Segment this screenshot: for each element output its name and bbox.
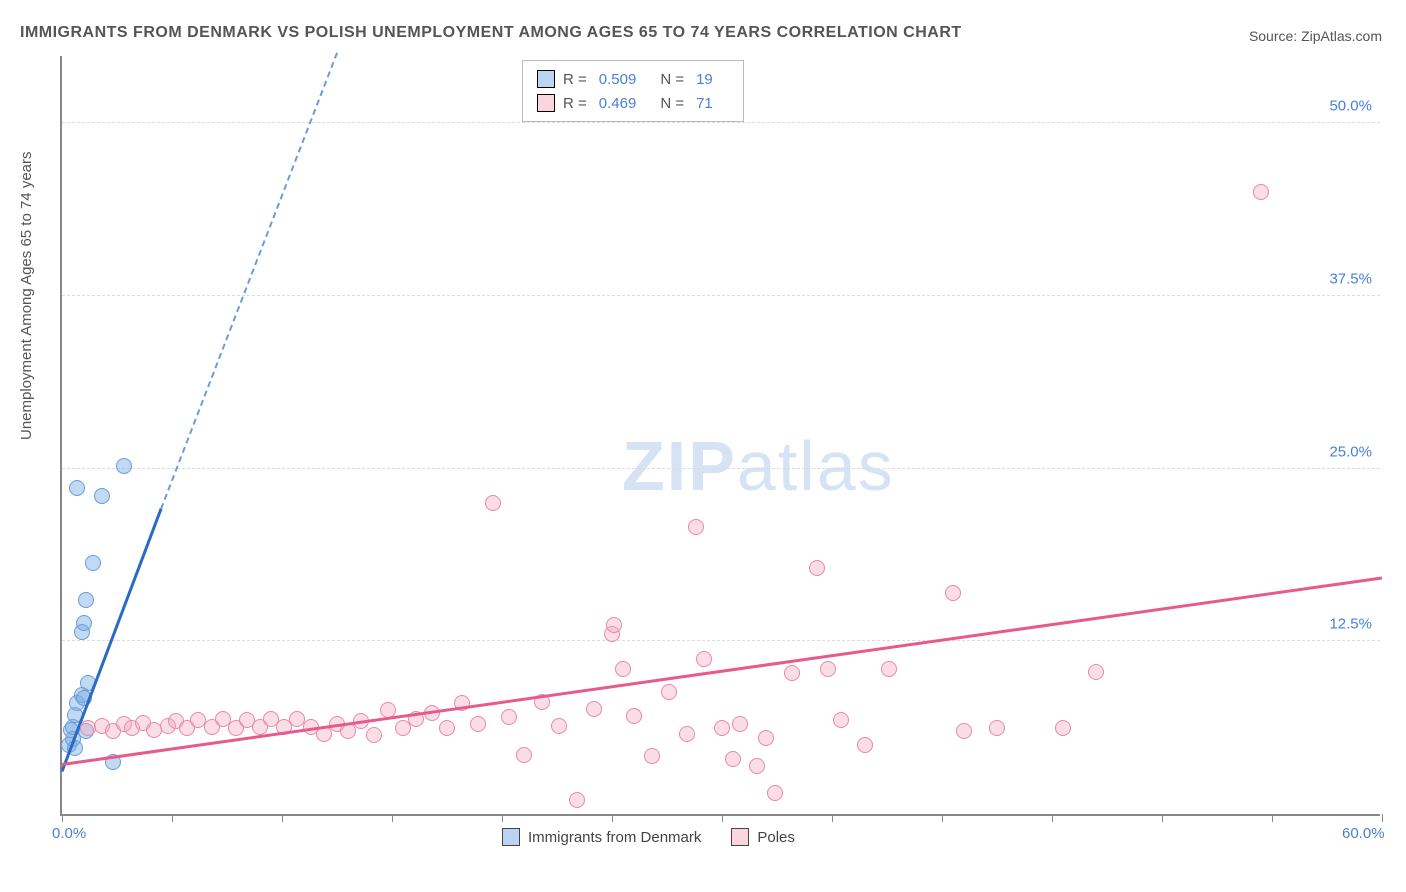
correlation-legend: R = 0.509 N = 19 R = 0.469 N = 71 [522, 60, 744, 122]
point-poles [679, 726, 695, 742]
x-tick [1052, 814, 1053, 822]
point-poles [784, 665, 800, 681]
swatch-blue-icon [537, 70, 555, 88]
point-poles [749, 758, 765, 774]
watermark-atlas: atlas [737, 427, 895, 505]
x-tick-label: 0.0% [52, 825, 86, 842]
point-poles [615, 661, 631, 677]
chart-plot-area: ZIPatlas R = 0.509 N = 19 R = 0.469 N = … [60, 56, 1380, 816]
watermark-text: ZIPatlas [622, 426, 895, 506]
swatch-pink-icon [537, 94, 555, 112]
source-label: Source: ZipAtlas.com [1249, 28, 1382, 44]
point-poles [945, 585, 961, 601]
y-tick-label: 12.5% [1329, 616, 1372, 633]
x-tick [282, 814, 283, 822]
x-tick-label: 60.0% [1342, 825, 1385, 842]
point-poles [833, 712, 849, 728]
point-poles [758, 730, 774, 746]
point-poles [956, 723, 972, 739]
x-tick [722, 814, 723, 822]
legend-row-denmark: R = 0.509 N = 19 [537, 67, 729, 91]
x-tick [942, 814, 943, 822]
x-tick [172, 814, 173, 822]
legend-row-poles: R = 0.469 N = 71 [537, 91, 729, 115]
point-denmark [94, 488, 110, 504]
legend-item-denmark: Immigrants from Denmark [502, 828, 701, 846]
point-poles [551, 718, 567, 734]
point-poles [516, 747, 532, 763]
x-tick [392, 814, 393, 822]
point-poles [696, 651, 712, 667]
gridline-h [62, 295, 1380, 296]
gridline-h [62, 468, 1380, 469]
point-poles [501, 709, 517, 725]
point-poles [725, 751, 741, 767]
legend-label-denmark: Immigrants from Denmark [528, 829, 701, 846]
x-tick [62, 814, 63, 822]
point-denmark [69, 480, 85, 496]
point-poles [485, 495, 501, 511]
chart-title: IMMIGRANTS FROM DENMARK VS POLISH UNEMPL… [20, 24, 962, 42]
point-poles [470, 716, 486, 732]
n-value-poles: 71 [696, 95, 713, 112]
gridline-h [62, 122, 1380, 123]
series-legend: Immigrants from Denmark Poles [502, 828, 795, 846]
point-poles [569, 792, 585, 808]
point-poles [606, 617, 622, 633]
point-poles [586, 701, 602, 717]
point-poles [732, 716, 748, 732]
point-poles [881, 661, 897, 677]
point-poles [366, 727, 382, 743]
n-label: N = [660, 71, 684, 88]
x-tick [1382, 814, 1383, 822]
r-value-poles: 0.469 [599, 95, 637, 112]
point-denmark [78, 592, 94, 608]
point-denmark [76, 615, 92, 631]
n-label: N = [660, 95, 684, 112]
y-tick-label: 50.0% [1329, 98, 1372, 115]
r-value-denmark: 0.509 [599, 71, 637, 88]
point-denmark [85, 555, 101, 571]
point-poles [714, 720, 730, 736]
point-denmark [116, 458, 132, 474]
point-poles [809, 560, 825, 576]
y-tick-label: 25.0% [1329, 443, 1372, 460]
point-poles [688, 519, 704, 535]
gridline-h [62, 640, 1380, 641]
x-tick [612, 814, 613, 822]
x-tick [832, 814, 833, 822]
point-poles [439, 720, 455, 736]
r-label: R = [563, 71, 587, 88]
point-poles [661, 684, 677, 700]
watermark-zip: ZIP [622, 427, 737, 505]
point-poles [644, 748, 660, 764]
trendline-poles [62, 576, 1382, 766]
x-tick [502, 814, 503, 822]
x-tick [1162, 814, 1163, 822]
legend-label-poles: Poles [757, 829, 795, 846]
x-tick [1272, 814, 1273, 822]
point-poles [767, 785, 783, 801]
y-axis-label: Unemployment Among Ages 65 to 74 years [18, 151, 35, 440]
point-poles [626, 708, 642, 724]
point-poles [820, 661, 836, 677]
y-tick-label: 37.5% [1329, 270, 1372, 287]
point-poles [1088, 664, 1104, 680]
point-poles [1055, 720, 1071, 736]
point-poles [1253, 184, 1269, 200]
legend-item-poles: Poles [731, 828, 795, 846]
n-value-denmark: 19 [696, 71, 713, 88]
point-poles [989, 720, 1005, 736]
swatch-pink-icon [731, 828, 749, 846]
swatch-blue-icon [502, 828, 520, 846]
r-label: R = [563, 95, 587, 112]
point-poles [857, 737, 873, 753]
